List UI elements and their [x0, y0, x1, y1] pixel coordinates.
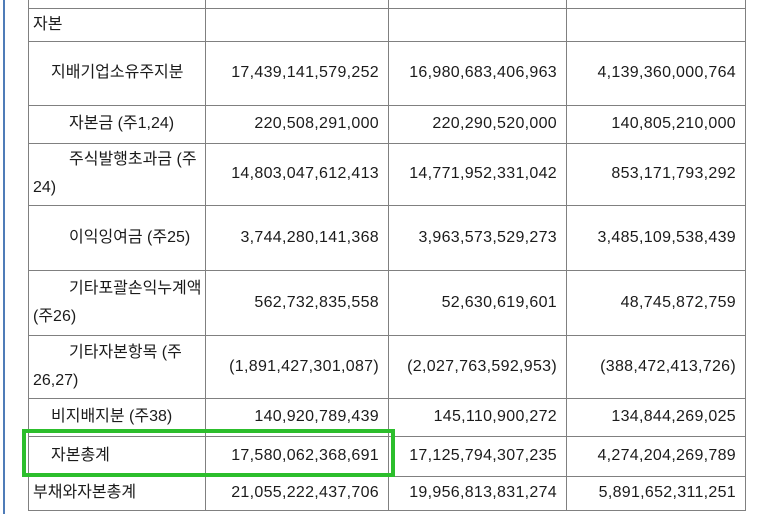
value-cell — [388, 0, 567, 9]
value-cell — [566, 7, 746, 42]
table-row: 지배기업소유주지분 17,439,141,579,252 16,980,683,… — [28, 40, 746, 106]
value-cell: 3,485,109,538,439 — [566, 204, 746, 271]
value-cell: 853,171,793,292 — [566, 142, 746, 206]
value-cell: (1,891,427,301,087) — [205, 334, 389, 399]
value-cell: 220,508,291,000 — [205, 104, 389, 144]
row-label-cell: 지배기업소유주지분 — [28, 40, 206, 106]
table-row: 자본 — [28, 7, 746, 42]
table-row: 이익잉여금 (주25) 3,744,280,141,368 3,963,573,… — [28, 204, 746, 271]
row-label-cell: 자본총계 — [28, 435, 206, 477]
value-cell: 19,956,813,831,274 — [388, 475, 567, 511]
value-cell — [205, 7, 389, 42]
value-cell: 52,630,619,601 — [388, 269, 567, 336]
value-cell: 140,920,789,439 — [205, 397, 389, 437]
row-label-cell: 기타자본항목 (주26,27) — [28, 334, 206, 399]
value-cell — [205, 0, 389, 9]
row-label-cell — [28, 0, 206, 9]
row-label-cell: 비지배지분 (주38) — [28, 397, 206, 437]
value-cell — [388, 7, 567, 42]
value-cell: 140,805,210,000 — [566, 104, 746, 144]
value-cell: 17,439,141,579,252 — [205, 40, 389, 106]
table-row: 기타포괄손익누계액 (주26) 562,732,835,558 52,630,6… — [28, 269, 746, 336]
table-row-partial — [28, 0, 746, 9]
value-cell: 4,139,360,000,764 — [566, 40, 746, 106]
equity-table-body: 자본 지배기업소유주지분 17,439,141,579,252 16,980,6… — [28, 0, 746, 511]
table-row: 기타자본항목 (주26,27) (1,891,427,301,087) (2,0… — [28, 334, 746, 399]
value-cell: 48,745,872,759 — [566, 269, 746, 336]
row-label-cell: 자본 — [28, 7, 206, 42]
table-row: 주식발행초과금 (주24) 14,803,047,612,413 14,771,… — [28, 142, 746, 206]
row-label-cell: 이익잉여금 (주25) — [28, 204, 206, 271]
value-cell: 134,844,269,025 — [566, 397, 746, 437]
equity-section-table: 자본 지배기업소유주지분 17,439,141,579,252 16,980,6… — [28, 0, 746, 511]
viewer-left-border — [3, 0, 5, 514]
value-cell: 3,744,280,141,368 — [205, 204, 389, 271]
value-cell: 21,055,222,437,706 — [205, 475, 389, 511]
value-cell: 17,580,062,368,691 — [205, 435, 389, 477]
value-cell: 562,732,835,558 — [205, 269, 389, 336]
row-label-cell: 부채와자본총계 — [28, 475, 206, 511]
value-cell: 5,891,652,311,251 — [566, 475, 746, 511]
value-cell: 16,980,683,406,963 — [388, 40, 567, 106]
value-cell: 220,290,520,000 — [388, 104, 567, 144]
value-cell: 14,803,047,612,413 — [205, 142, 389, 206]
value-cell: 17,125,794,307,235 — [388, 435, 567, 477]
table-row: 자본금 (주1,24) 220,508,291,000 220,290,520,… — [28, 104, 746, 144]
value-cell: 145,110,900,272 — [388, 397, 567, 437]
value-cell: (2,027,763,592,953) — [388, 334, 567, 399]
value-cell: (388,472,413,726) — [566, 334, 746, 399]
table-row: 부채와자본총계 21,055,222,437,706 19,956,813,83… — [28, 475, 746, 511]
table-row: 비지배지분 (주38) 140,920,789,439 145,110,900,… — [28, 397, 746, 437]
value-cell: 14,771,952,331,042 — [388, 142, 567, 206]
row-label-cell: 주식발행초과금 (주24) — [28, 142, 206, 206]
value-cell: 3,963,573,529,273 — [388, 204, 567, 271]
value-cell — [566, 0, 746, 9]
value-cell: 4,274,204,269,789 — [566, 435, 746, 477]
table-row: 자본총계 17,580,062,368,691 17,125,794,307,2… — [28, 435, 746, 477]
row-label-cell: 기타포괄손익누계액 (주26) — [28, 269, 206, 336]
row-label-cell: 자본금 (주1,24) — [28, 104, 206, 144]
